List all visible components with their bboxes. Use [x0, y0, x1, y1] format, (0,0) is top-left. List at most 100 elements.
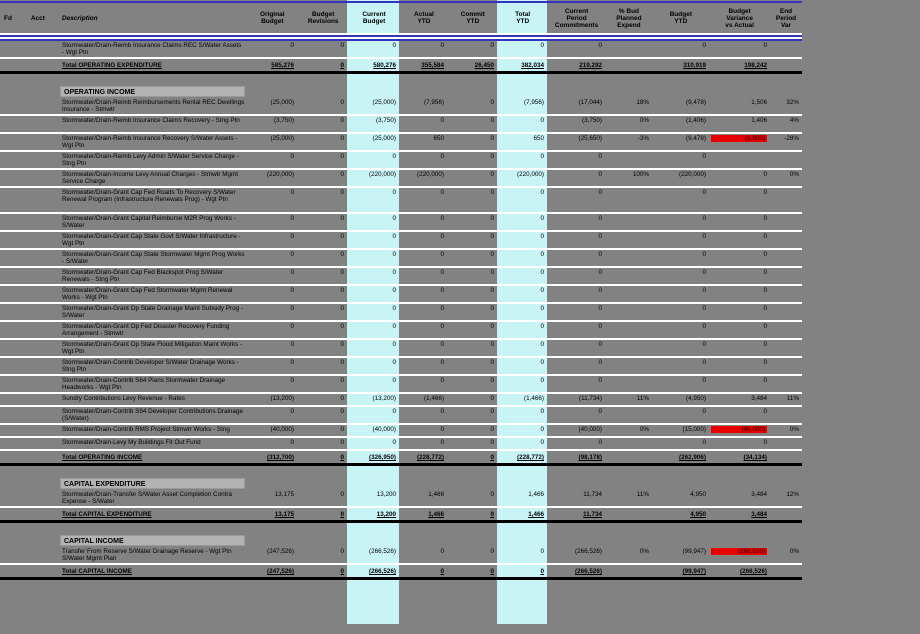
cell-current-period-commitments: 0	[598, 341, 602, 348]
column-header-end-period-var: End Period Var	[775, 7, 797, 29]
cell-acct	[16, 116, 60, 117]
cell-actual-ytd: (228,772)	[417, 454, 444, 461]
cell-acct	[16, 457, 60, 458]
cell-actual-ytd: 0	[440, 251, 444, 258]
cell-commit-ytd: 0	[490, 491, 494, 498]
cell-fd	[0, 134, 16, 135]
table-row: Stormwater/Drain-Grant Op Fed Disaster R…	[0, 322, 802, 340]
table-row: Transfer From Reserve S/Water Drainage R…	[0, 547, 802, 565]
cell-pct-bud-planned	[605, 407, 652, 408]
column-header-current-budget: Current Budget	[362, 11, 386, 25]
cell-budget-variance: 0	[763, 439, 767, 446]
cell-total-ytd: 0	[540, 42, 544, 49]
table-row: Stormwater/Drain-Transfer S/Water Asset …	[0, 490, 802, 508]
cell-end-period-var	[770, 214, 802, 215]
cell-budget-revisions: 0	[340, 135, 344, 142]
cell-current-period-commitments: 0	[598, 153, 602, 160]
cell-acct	[16, 134, 60, 135]
cell-commit-ytd: 0	[490, 426, 494, 433]
cell-pct-bud-planned	[605, 41, 652, 42]
cell-total-ytd: 0	[540, 153, 544, 160]
cell-pct-bud-planned	[605, 268, 652, 269]
cell-original-budget: 0	[290, 215, 294, 222]
cell-description: Stormwater/Drain-Grant Cap State Govt S/…	[62, 233, 241, 247]
table-row: Stormwater/Drain-Reimb Insurance Claims …	[0, 41, 802, 59]
cell-end-period-var	[770, 304, 802, 305]
cell-original-budget: 0	[290, 189, 294, 196]
cell-pct-bud-planned	[605, 571, 652, 572]
cell-fd	[0, 170, 16, 171]
cell-total-ytd: 0	[540, 269, 544, 276]
cell-budget-revisions: 0	[340, 511, 344, 518]
cell-budget-variance: 0	[763, 171, 767, 178]
cell-pct-bud-planned: 0%	[639, 548, 649, 555]
cell-end-period-var	[770, 407, 802, 408]
cell-commit-ytd: 0	[490, 135, 494, 142]
cell-commit-ytd: 0	[490, 568, 494, 575]
cell-budget-revisions: 0	[340, 117, 344, 124]
cell-total-ytd: (228,772)	[517, 454, 544, 461]
cell-end-period-var: 0%	[789, 171, 799, 178]
cell-current-budget: 13,200	[376, 511, 396, 518]
cell-fd	[0, 65, 16, 66]
cell-actual-ytd: 0	[440, 189, 444, 196]
cell-original-budget: 0	[290, 323, 294, 330]
cell-description: Stormwater/Drain-Contrib RMS Project Stm…	[62, 426, 230, 433]
cell-budget-ytd: (99,947)	[682, 548, 706, 555]
cell-current-period-commitments: 0	[598, 215, 602, 222]
cell-commit-ytd: 0	[490, 171, 494, 178]
cell-original-budget: 0	[290, 439, 294, 446]
table-row: Stormwater/Drain-Contrib S94 Developer C…	[0, 407, 802, 425]
cell-end-period-var	[770, 250, 802, 251]
cell-budget-revisions: 0	[340, 99, 344, 106]
cell-original-budget: 0	[290, 251, 294, 258]
cell-pct-bud-planned	[605, 304, 652, 305]
table-row: Stormwater/Drain-Contrib Developer S/Wat…	[0, 358, 802, 376]
cell-pct-bud-planned	[605, 188, 652, 189]
cell-budget-variance: 0	[763, 359, 767, 366]
section-header: OPERATING INCOME	[60, 85, 245, 97]
cell-budget-revisions: 0	[340, 251, 344, 258]
cell-budget-ytd: 0	[702, 215, 706, 222]
cell-total-ytd: 0	[540, 426, 544, 433]
cell-budget-ytd: 4,950	[690, 491, 706, 498]
column-header-actual-ytd: Actual YTD	[414, 11, 434, 25]
cell-current-period-commitments: 0	[598, 408, 602, 415]
column-header-pct-bud-planned: % Bud Planned Expend	[616, 7, 642, 29]
cell-original-budget: (312,700)	[267, 454, 294, 461]
cell-acct	[16, 425, 60, 426]
cell-current-budget: (266,526)	[369, 548, 396, 555]
cell-budget-variance: 1,406	[751, 117, 767, 124]
table-row: Stormwater/Drain-Reimb Reimbursements Re…	[0, 98, 802, 116]
cell-current-period-commitments: 0	[598, 42, 602, 49]
cell-budget-variance: 3,484	[751, 491, 767, 498]
table-row: Stormwater/Drain-Reimb Insurance Recover…	[0, 134, 802, 152]
cell-budget-revisions: 0	[340, 269, 344, 276]
cell-budget-variance: (266,526)	[709, 547, 770, 555]
cell-original-budget: (3,750)	[274, 117, 294, 124]
cell-commit-ytd: 0	[490, 511, 494, 518]
negative-variance-alert-cell: (40,000)	[711, 426, 767, 433]
cell-pct-bud-planned: 11%	[636, 395, 649, 402]
cell-total-ytd: 0	[540, 548, 544, 555]
cell-commit-ytd: 0	[490, 287, 494, 294]
negative-variance-alert-cell: (266,526)	[711, 548, 767, 555]
row-gap	[0, 466, 802, 476]
cell-description: Stormwater/Drain-Reimb Insurance Claims …	[62, 117, 240, 124]
cell-actual-ytd: 0	[440, 117, 444, 124]
cell-original-budget: 13,175	[274, 511, 294, 518]
cell-actual-ytd: 0	[440, 377, 444, 384]
cell-budget-ytd: 0	[702, 341, 706, 348]
cell-actual-ytd: 0	[440, 359, 444, 366]
section-header-row: OPERATING INCOME	[0, 84, 802, 98]
cell-description: Total CAPITAL EXPENDITURE	[62, 511, 152, 518]
cell-budget-variance: 0	[763, 215, 767, 222]
cell-total-ytd: (220,000)	[517, 171, 544, 178]
cell-budget-ytd: (1,406)	[686, 117, 706, 124]
cell-current-budget: 0	[392, 42, 396, 49]
cell-actual-ytd: 0	[440, 153, 444, 160]
cell-commit-ytd: 0	[490, 305, 494, 312]
cell-end-period-var: -28%	[784, 135, 799, 142]
cell-original-budget: 585,276	[271, 62, 294, 69]
cell-description: Stormwater/Drain-Grant Op Fed Disaster R…	[62, 323, 230, 337]
